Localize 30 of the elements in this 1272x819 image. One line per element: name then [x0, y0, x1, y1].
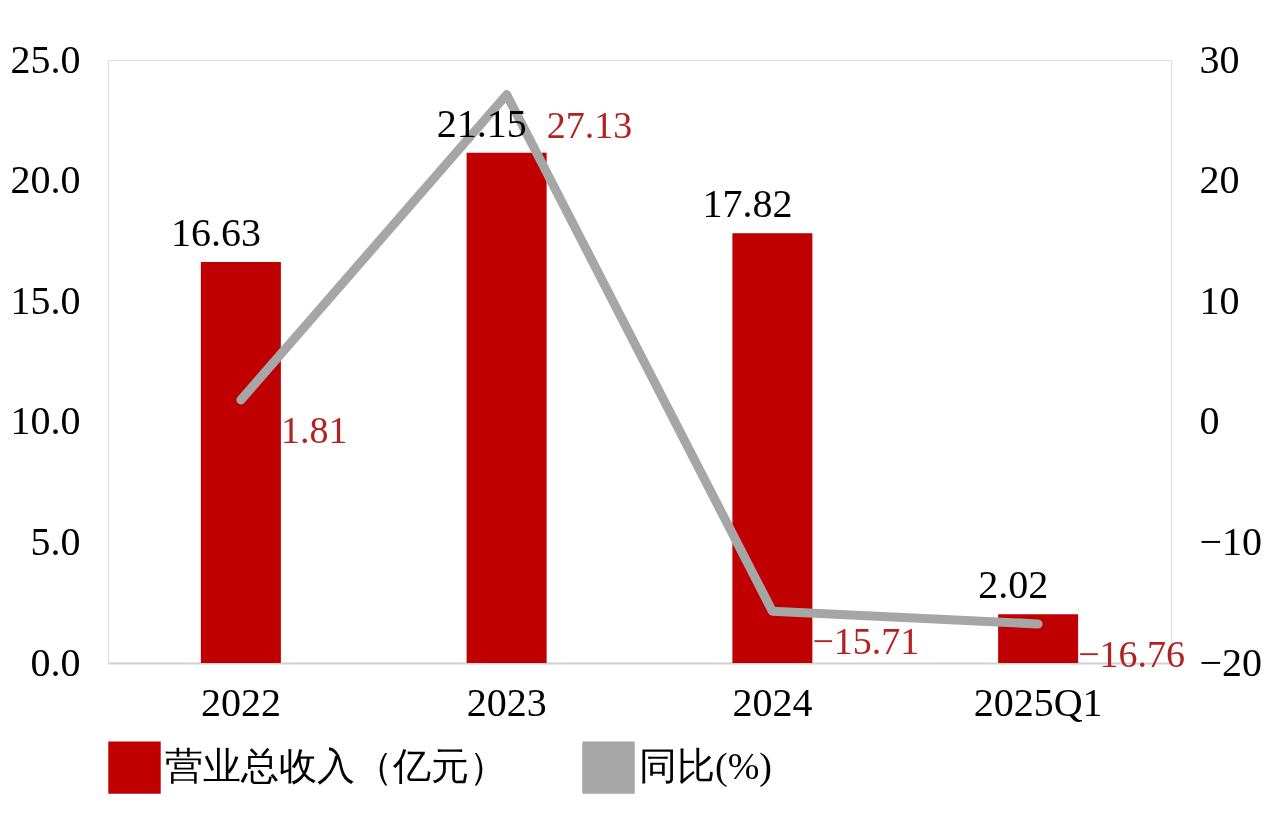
legend-label: 同比(%)	[639, 744, 772, 788]
y-tick-label: 0.0	[30, 639, 81, 685]
y-tick-label: 20.0	[10, 157, 81, 203]
y-tick-label: 10.0	[10, 398, 81, 444]
y2-tick-label: −10	[1199, 518, 1263, 564]
y2-tick-label: 30	[1199, 36, 1240, 82]
bar	[466, 152, 547, 663]
data-label: 16.63	[170, 209, 261, 255]
y2-tick-label: 0	[1199, 398, 1220, 444]
bar	[732, 233, 813, 663]
x-tick-label: 2024	[732, 679, 813, 725]
data-label: −15.71	[812, 620, 920, 663]
data-label: 17.82	[702, 181, 793, 227]
y2-tick-label: 20	[1199, 157, 1240, 203]
y-tick-label: 15.0	[10, 277, 81, 323]
y2-tick-label: 10	[1199, 277, 1240, 323]
x-tick-label: 2023	[466, 679, 547, 725]
y-tick-label: 25.0	[10, 36, 81, 82]
data-label: 21.15	[436, 100, 527, 146]
data-label: −16.76	[1078, 632, 1186, 675]
x-tick-label: 2025Q1	[973, 679, 1103, 725]
bar	[998, 614, 1079, 663]
data-label: 1.81	[280, 408, 348, 451]
data-label: 27.13	[546, 103, 633, 146]
data-label: 2.02	[978, 562, 1049, 608]
y2-tick-label: −20	[1199, 639, 1263, 685]
x-tick-label: 2022	[200, 679, 281, 725]
legend-label: 营业总收入（亿元）	[165, 744, 507, 787]
y-tick-label: 5.0	[30, 518, 81, 564]
bar	[200, 261, 281, 663]
